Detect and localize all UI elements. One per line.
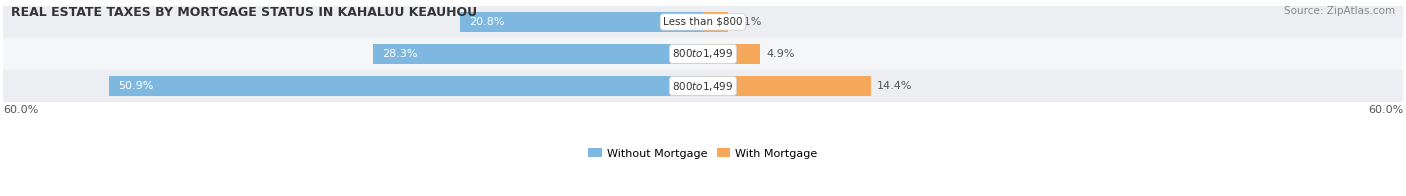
Bar: [3, 38, 1403, 70]
Text: REAL ESTATE TAXES BY MORTGAGE STATUS IN KAHALUU KEAUHOU: REAL ESTATE TAXES BY MORTGAGE STATUS IN …: [11, 6, 478, 19]
Bar: [3, 6, 1403, 38]
Text: 14.4%: 14.4%: [877, 81, 912, 91]
Bar: [703, 12, 727, 32]
Text: 60.0%: 60.0%: [1368, 105, 1403, 115]
Text: Source: ZipAtlas.com: Source: ZipAtlas.com: [1284, 6, 1395, 16]
Bar: [3, 70, 1403, 102]
Bar: [110, 76, 703, 96]
Bar: [373, 44, 703, 64]
Text: 50.9%: 50.9%: [118, 81, 153, 91]
Text: $800 to $1,499: $800 to $1,499: [672, 80, 734, 93]
Text: 28.3%: 28.3%: [382, 49, 418, 59]
Bar: [703, 44, 761, 64]
Legend: Without Mortgage, With Mortgage: Without Mortgage, With Mortgage: [583, 144, 823, 163]
Bar: [703, 76, 872, 96]
Bar: [460, 12, 703, 32]
Text: 2.1%: 2.1%: [734, 17, 762, 27]
Text: 4.9%: 4.9%: [766, 49, 794, 59]
Text: Less than $800: Less than $800: [664, 17, 742, 27]
Text: 20.8%: 20.8%: [470, 17, 505, 27]
Text: 60.0%: 60.0%: [3, 105, 38, 115]
Text: $800 to $1,499: $800 to $1,499: [672, 47, 734, 61]
